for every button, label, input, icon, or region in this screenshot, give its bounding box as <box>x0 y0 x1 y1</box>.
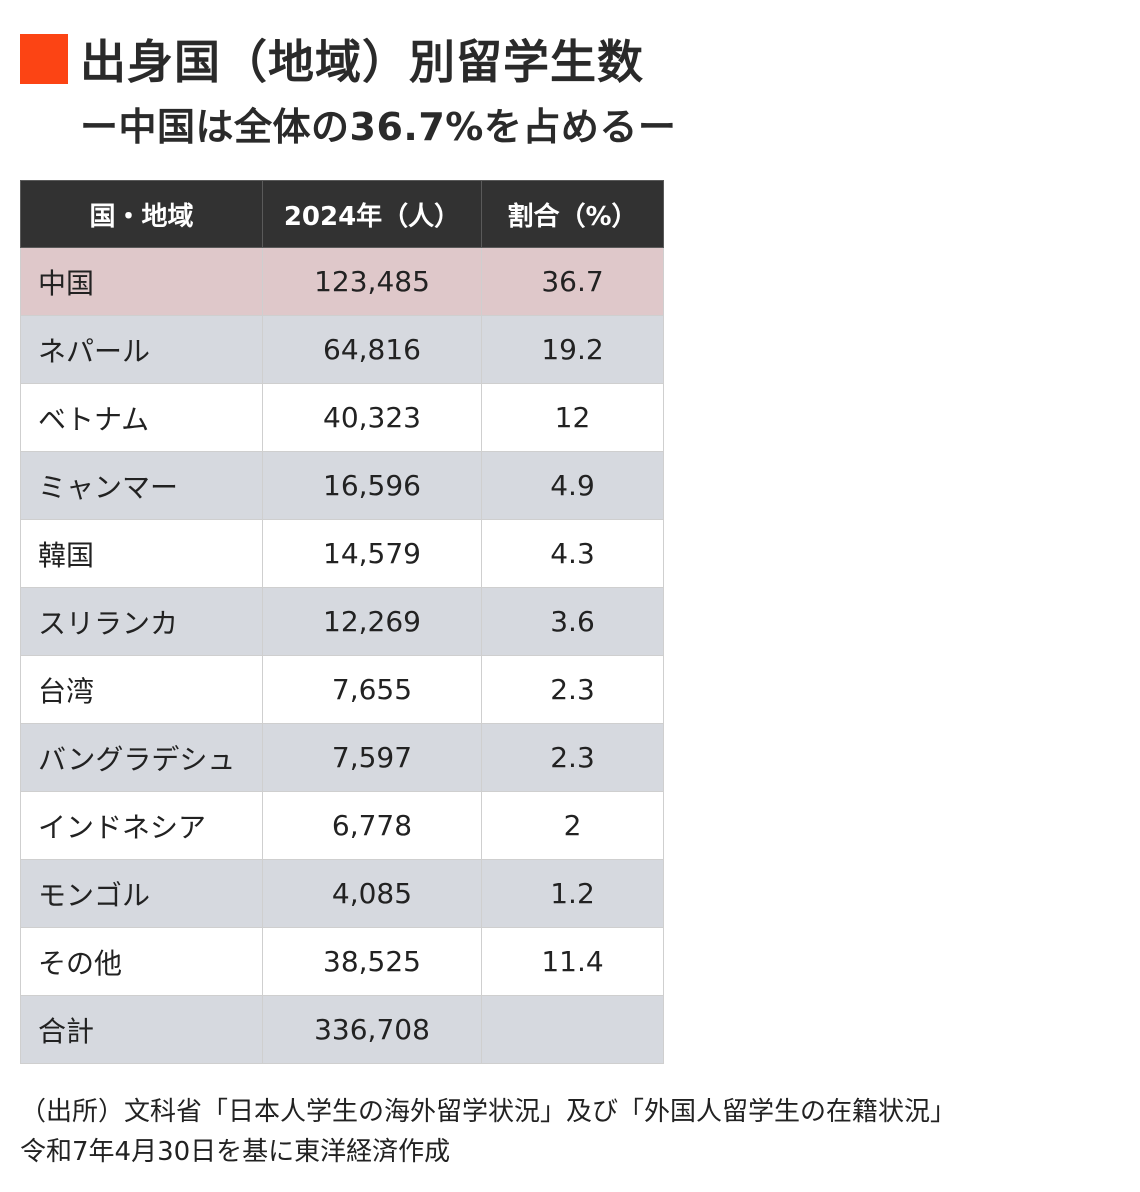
cell-share: 19.2 <box>481 315 664 384</box>
cell-total-share <box>481 995 664 1064</box>
cell-country: 韓国 <box>20 519 263 588</box>
cell-count: 6,778 <box>262 791 482 860</box>
table-row: スリランカ 12,269 3.6 <box>20 587 664 656</box>
cell-country: スリランカ <box>20 587 263 656</box>
table-row: バングラデシュ 7,597 2.3 <box>20 723 664 792</box>
cell-count: 40,323 <box>262 383 482 452</box>
cell-count: 14,579 <box>262 519 482 588</box>
title-marker-square-icon <box>20 34 68 84</box>
cell-share: 1.2 <box>481 859 664 928</box>
cell-share: 2.3 <box>481 723 664 792</box>
table-row: モンゴル 4,085 1.2 <box>20 859 664 928</box>
table-total-row: 合計 336,708 <box>20 995 664 1064</box>
cell-count: 38,525 <box>262 927 482 996</box>
cell-count: 12,269 <box>262 587 482 656</box>
page-title: 出身国（地域）別留学生数 <box>80 35 644 89</box>
cell-country: ミャンマー <box>20 451 263 520</box>
table-row: ネパール 64,816 19.2 <box>20 315 664 384</box>
source-line-1: （出所）文科省「日本人学生の海外留学状況」及び「外国人留学生の在籍状況」 <box>20 1097 957 1127</box>
source-note: （出所）文科省「日本人学生の海外留学状況」及び「外国人留学生の在籍状況」 令和7… <box>20 1092 956 1172</box>
cell-total-label: 合計 <box>20 995 263 1064</box>
cell-total-count: 336,708 <box>262 995 482 1064</box>
cell-share: 4.3 <box>481 519 664 588</box>
cell-share: 4.9 <box>481 451 664 520</box>
cell-country: その他 <box>20 927 263 996</box>
cell-count: 16,596 <box>262 451 482 520</box>
cell-share: 36.7 <box>481 247 664 316</box>
title-row: 出身国（地域）別留学生数 <box>20 28 644 90</box>
cell-share: 3.6 <box>481 587 664 656</box>
table-row: その他 38,525 11.4 <box>20 927 664 996</box>
table-row: インドネシア 6,778 2 <box>20 791 664 860</box>
cell-country: 中国 <box>20 247 263 316</box>
source-line-2: 令和7年4月30日を基に東洋経済作成 <box>20 1137 451 1167</box>
cell-count: 7,655 <box>262 655 482 724</box>
title-block: 出身国（地域）別留学生数 <box>20 28 644 90</box>
table-row: ベトナム 40,323 12 <box>20 383 664 452</box>
cell-country: 台湾 <box>20 655 263 724</box>
cell-share: 2 <box>481 791 664 860</box>
header-share: 割合（%） <box>481 180 664 248</box>
table-row: 台湾 7,655 2.3 <box>20 655 664 724</box>
cell-share: 11.4 <box>481 927 664 996</box>
cell-count: 123,485 <box>262 247 482 316</box>
cell-count: 4,085 <box>262 859 482 928</box>
table-header-row: 国・地域 2024年（人） 割合（%） <box>20 180 664 248</box>
table-body: 中国 123,485 36.7 ネパール 64,816 19.2 ベトナム 40… <box>20 247 664 1064</box>
table-row: 韓国 14,579 4.3 <box>20 519 664 588</box>
cell-share: 2.3 <box>481 655 664 724</box>
table-row: 中国 123,485 36.7 <box>20 247 664 316</box>
table-row: ミャンマー 16,596 4.9 <box>20 451 664 520</box>
cell-country: ネパール <box>20 315 263 384</box>
header-country: 国・地域 <box>20 180 263 248</box>
header-count-2024: 2024年（人） <box>262 180 482 248</box>
cell-country: インドネシア <box>20 791 263 860</box>
cell-count: 7,597 <box>262 723 482 792</box>
cell-count: 64,816 <box>262 315 482 384</box>
cell-country: バングラデシュ <box>20 723 263 792</box>
students-by-country-table: 国・地域 2024年（人） 割合（%） 中国 123,485 36.7 ネパール… <box>20 180 664 1064</box>
cell-country: モンゴル <box>20 859 263 928</box>
page-subtitle: ー中国は全体の36.7%を占めるー <box>80 105 677 149</box>
cell-share: 12 <box>481 383 664 452</box>
cell-country: ベトナム <box>20 383 263 452</box>
